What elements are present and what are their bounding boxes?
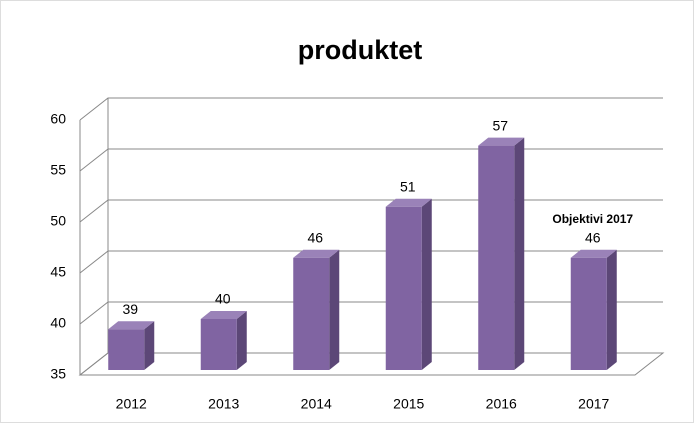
y-tick-label: 60 [50, 111, 66, 127]
y-tick-label: 45 [50, 264, 66, 280]
bar-side [606, 249, 617, 370]
bar-front [200, 319, 237, 370]
bar-side [421, 198, 432, 370]
x-tick-label: 2014 [301, 396, 332, 412]
y-tick-label: 50 [50, 213, 66, 229]
bar-top [478, 137, 525, 146]
bar-front [385, 206, 422, 370]
bar [385, 198, 432, 370]
bar-side [144, 321, 155, 370]
chart-title: produktet [298, 35, 423, 65]
bar [108, 321, 155, 370]
grid-line [79, 199, 663, 223]
data-label: 57 [492, 117, 508, 133]
y-tick-label: 55 [50, 162, 66, 178]
bar [570, 249, 617, 370]
x-tick-label: 2017 [578, 396, 609, 412]
y-tick-label: 40 [50, 315, 66, 331]
bar-top [385, 198, 432, 207]
grid-line [79, 148, 663, 172]
x-tick-label: 2016 [486, 396, 517, 412]
x-tick-label: 2013 [208, 396, 239, 412]
data-label: 40 [215, 291, 231, 307]
bar-top [293, 249, 340, 258]
data-label: 39 [122, 301, 138, 317]
bar-top [570, 249, 617, 258]
bar-side [329, 249, 340, 370]
grid-line [79, 250, 663, 274]
grid-line [79, 352, 663, 376]
bar-side [236, 311, 247, 370]
grid-line [79, 301, 663, 325]
x-tick-label: 2015 [393, 396, 424, 412]
bar-front [108, 329, 145, 370]
bar [293, 249, 340, 370]
bar-side [514, 137, 525, 370]
data-label: 46 [585, 230, 601, 246]
annotation: Objektivi 2017 [552, 212, 633, 226]
bar-front [478, 145, 515, 370]
bar-front [570, 257, 607, 370]
x-tick-label: 2012 [116, 396, 147, 412]
y-tick-label: 35 [50, 366, 66, 382]
bar [478, 137, 525, 370]
bar-front [293, 257, 330, 370]
data-label: 46 [307, 230, 323, 246]
data-label: 51 [400, 179, 416, 195]
bar [200, 311, 247, 370]
bar-top [200, 311, 247, 319]
grid-line [79, 97, 663, 121]
bar-top [108, 321, 155, 330]
